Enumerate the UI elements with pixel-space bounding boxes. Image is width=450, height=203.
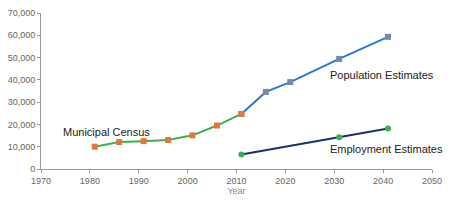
svg-text:Population Estimates: Population Estimates	[330, 69, 434, 81]
svg-text:2020: 2020	[275, 176, 295, 186]
svg-text:10,000: 10,000	[8, 142, 36, 152]
svg-text:1990: 1990	[129, 176, 149, 186]
svg-text:70,000: 70,000	[8, 8, 36, 18]
svg-text:0: 0	[30, 164, 35, 174]
svg-text:2050: 2050	[422, 176, 442, 186]
svg-text:Municipal Census: Municipal Census	[63, 126, 150, 138]
svg-text:Year: Year	[227, 186, 245, 196]
svg-text:2040: 2040	[373, 176, 393, 186]
svg-text:60,000: 60,000	[8, 30, 36, 40]
svg-text:30,000: 30,000	[8, 97, 36, 107]
svg-text:2000: 2000	[178, 176, 198, 186]
svg-text:2030: 2030	[324, 176, 344, 186]
svg-text:20,000: 20,000	[8, 120, 36, 130]
svg-text:2010: 2010	[226, 176, 246, 186]
svg-text:50,000: 50,000	[8, 53, 36, 63]
svg-text:1980: 1980	[80, 176, 100, 186]
svg-text:40,000: 40,000	[8, 75, 36, 85]
svg-text:Employment Estimates: Employment Estimates	[330, 143, 443, 155]
svg-text:1970: 1970	[31, 176, 51, 186]
